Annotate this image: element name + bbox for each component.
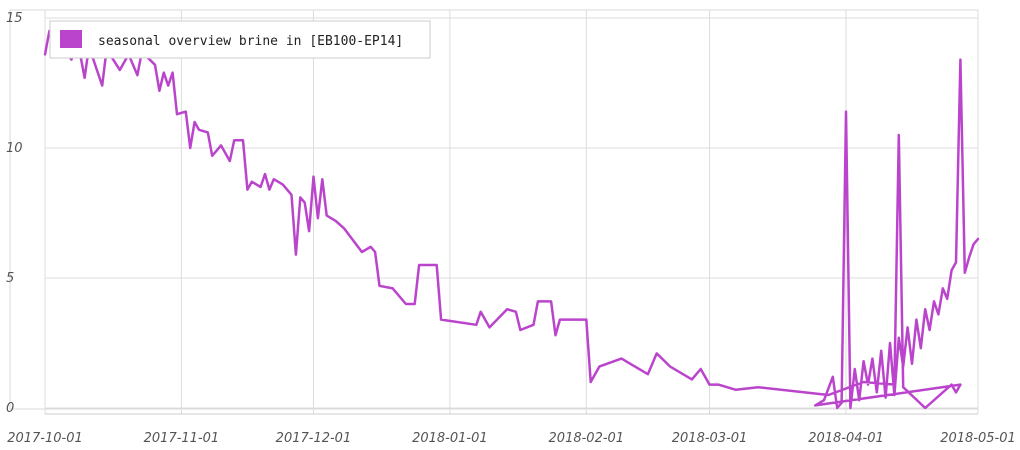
series-layer — [43, 29, 980, 410]
x-tick-label: 2018-04-01 — [808, 431, 884, 446]
x-tick-label: 2018-03-01 — [672, 431, 748, 446]
x-tick-label: 2017-12-01 — [276, 431, 352, 446]
x-tick-label: 2017-11-01 — [144, 431, 220, 446]
x-tick-label: 2018-02-01 — [549, 431, 625, 446]
y-tick-label: 15 — [6, 11, 23, 26]
series-line — [43, 29, 980, 410]
x-tick-label: 2017-10-01 — [7, 431, 83, 446]
y-tick-label: 5 — [6, 271, 14, 286]
grid — [9, 9, 979, 414]
x-tick-label: 2018-05-01 — [940, 431, 1016, 446]
legend-box — [49, 20, 431, 59]
legend-swatch — [60, 30, 82, 48]
x-tick-label: 2018-01-01 — [412, 431, 488, 446]
y-tick-label: 0 — [6, 401, 14, 416]
y-tick-label: 10 — [6, 141, 23, 156]
axes: 0 5 10 15 2017-10-01 2017-11-01 2017-12-01 2018… — [6, 11, 1016, 446]
legend[interactable]: seasonal overview brine in [EB100-EP14] — [49, 20, 431, 59]
legend-label: seasonal overview brine in [EB100-EP14] — [98, 34, 403, 49]
